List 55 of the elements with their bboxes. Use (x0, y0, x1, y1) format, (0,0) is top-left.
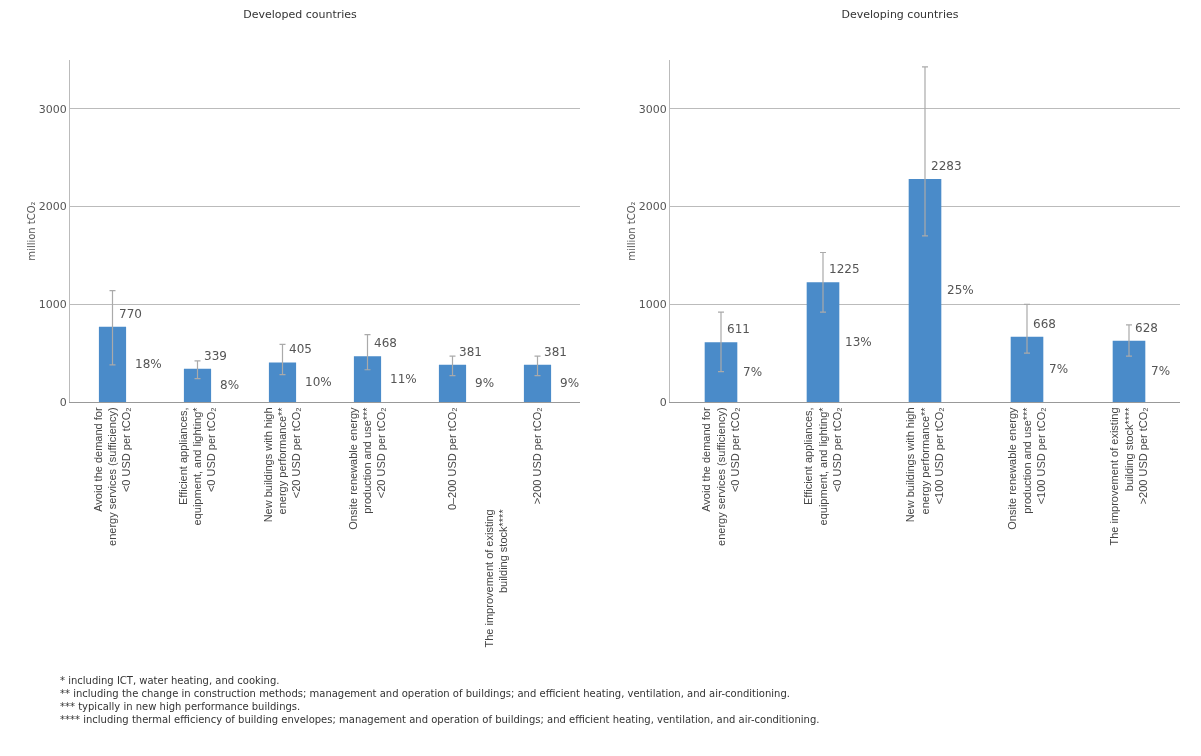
y-tick-label: 1000 (38, 298, 67, 312)
x-tick-label: Avoid the demand for energy services (sufficiency) <0 USD per tCO₂ (700, 407, 741, 546)
bar (523, 364, 552, 402)
bar (438, 364, 467, 402)
text: ** including the change in construction methods; management and operation of buildings; and efficient heating, ventilation, and air-conditioning. (60, 687, 791, 700)
data-label: 339 (204, 349, 227, 363)
text: *** typically in new high performance buildings. (60, 700, 302, 713)
data-label: 2283 (931, 159, 962, 173)
bar (806, 282, 840, 402)
annotation: 8% (220, 378, 240, 392)
data-label: 668 (1033, 317, 1056, 331)
x-tick-label: >200 USD per tCO₂ (531, 407, 544, 505)
y-tick-label: 1000 (638, 298, 667, 312)
chart-title: Developed countries (243, 7, 358, 21)
chart-title: Developing countries (841, 7, 959, 21)
data-label: 1225 (829, 262, 860, 276)
x-tick-label: Avoid the demand for energy services (sufficiency) <0 USD per tCO₂ (91, 407, 133, 546)
text: The improvement of existing building stock**** (482, 508, 509, 648)
bar (268, 362, 297, 402)
y-tick-label: 3000 (38, 102, 67, 116)
y-axis-title: million tCO₂ (25, 201, 37, 261)
y-tick-label: 3000 (638, 102, 667, 116)
y-axis-title: million tCO₂ (625, 201, 637, 261)
annotation: 7% (1151, 364, 1171, 378)
bar (908, 178, 942, 402)
bar (183, 368, 212, 402)
y-tick-label: 0 (59, 395, 67, 409)
y-tick-label: 2000 (638, 200, 667, 214)
x-tick-label: 0–200 USD per tCO₂ (446, 407, 459, 511)
bar (98, 326, 127, 402)
annotation: 7% (743, 365, 763, 379)
y-tick-label: 2000 (38, 200, 67, 214)
annotation: 18% (135, 357, 162, 371)
text: * including ICT, water heating, and cooking. (60, 674, 281, 687)
annotation: 13% (845, 335, 872, 349)
text: **** including thermal efficiency of building envelopes; management and operation of buildings; and efficient heating, ventilation, and air-conditioning. (60, 713, 821, 726)
bar (1112, 340, 1146, 402)
data-label: 381 (544, 345, 567, 359)
data-label: 628 (1135, 321, 1158, 335)
annotation: 7% (1049, 362, 1069, 376)
annotation: 25% (947, 283, 974, 297)
annotation: 10% (305, 375, 332, 389)
bar (1010, 336, 1044, 402)
x-tick-label: Efficient appliances, equipment, and lighting* <0 USD per tCO₂ (802, 406, 843, 526)
data-label: 770 (119, 307, 142, 321)
data-label: 405 (289, 342, 312, 356)
annotation: 9% (475, 376, 495, 390)
bar (353, 356, 382, 402)
annotation: 9% (560, 376, 580, 390)
y-tick-label: 0 (659, 395, 667, 409)
annotation: 11% (390, 372, 417, 386)
data-label: 611 (727, 322, 750, 336)
bar (704, 342, 738, 402)
data-label: 468 (374, 336, 397, 350)
data-label: 381 (459, 345, 482, 359)
